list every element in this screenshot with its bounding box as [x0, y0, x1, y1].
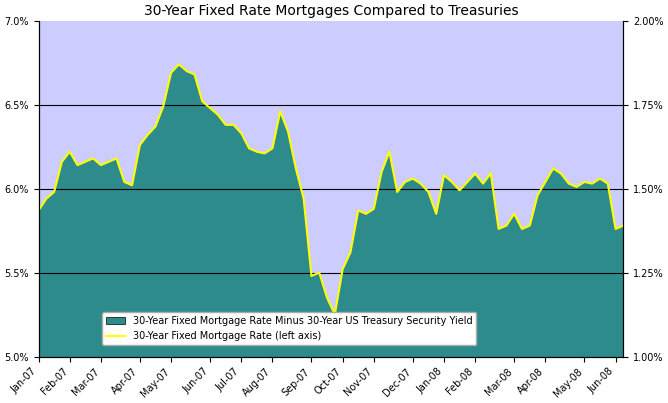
Legend: 30-Year Fixed Mortgage Rate Minus 30-Year US Treasury Security Yield, 30-Year Fi: 30-Year Fixed Mortgage Rate Minus 30-Yea…	[102, 312, 476, 345]
Title: 30-Year Fixed Rate Mortgages Compared to Treasuries: 30-Year Fixed Rate Mortgages Compared to…	[144, 4, 518, 18]
